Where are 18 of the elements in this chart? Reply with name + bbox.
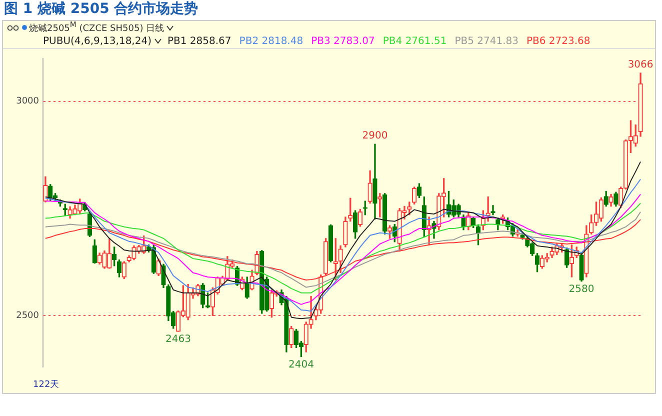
legend-title: PUBU(4,6,9,13,18,24) xyxy=(43,36,152,46)
annotation: 2404 xyxy=(288,359,314,370)
text: PB5 2741.83 xyxy=(454,36,518,46)
annotation: 2900 xyxy=(362,130,388,142)
y-tick-label: 2500 xyxy=(16,310,40,321)
text: PB6 2723.68 xyxy=(526,36,590,46)
text: PB4 2761.51 xyxy=(382,36,447,46)
text: PB3 2783.07 xyxy=(311,36,375,46)
y-tick-label: 3000 xyxy=(16,96,40,107)
text: 122天 xyxy=(33,379,60,391)
candlestick xyxy=(490,205,496,216)
annotation: 2580 xyxy=(568,284,594,295)
annotation: 3066 xyxy=(628,60,654,71)
annotation: 2463 xyxy=(166,334,191,346)
text: PB2 2818.48 xyxy=(239,36,304,46)
chart-subtitle: 烧碱2505$^{M}$ (CZCE SH505) 日线 xyxy=(29,20,164,35)
text: PB1 2858.67 xyxy=(168,36,232,46)
chart-title: 图 1 烧碱 2505 合约市场走势 xyxy=(3,0,200,19)
